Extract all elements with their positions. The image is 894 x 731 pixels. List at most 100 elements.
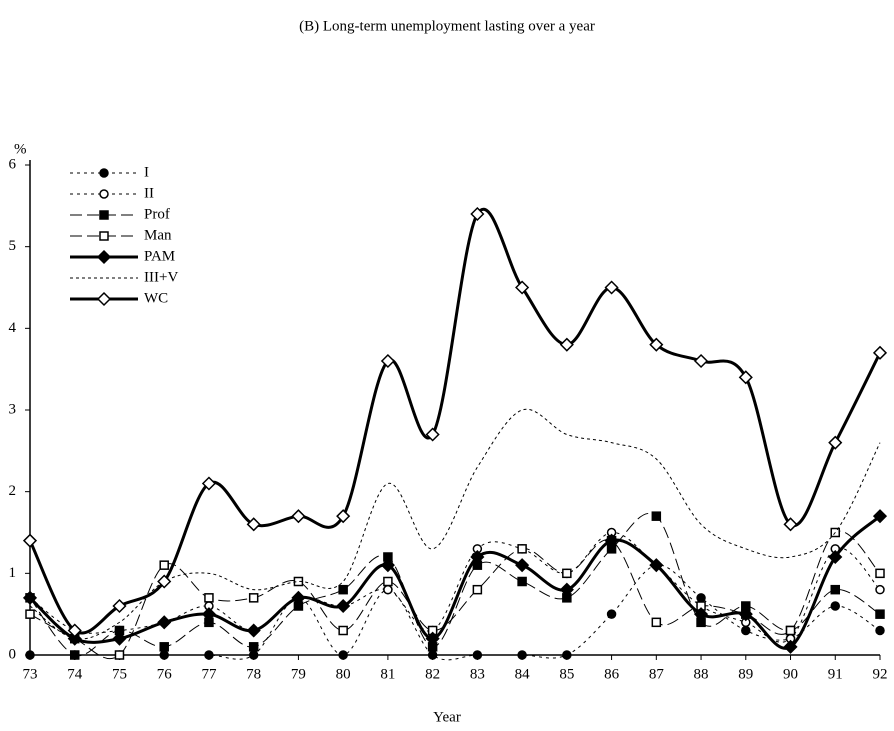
marker bbox=[783, 639, 798, 654]
marker bbox=[114, 650, 125, 660]
marker bbox=[696, 593, 706, 603]
marker bbox=[22, 590, 38, 605]
marker bbox=[517, 650, 527, 660]
x-tick-label: 86 bbox=[604, 666, 620, 682]
marker bbox=[22, 533, 38, 548]
marker bbox=[830, 584, 841, 595]
marker bbox=[201, 476, 217, 491]
marker bbox=[559, 582, 574, 597]
series-line bbox=[29, 513, 881, 657]
marker bbox=[99, 231, 109, 241]
marker bbox=[99, 189, 109, 199]
marker bbox=[828, 435, 843, 450]
marker bbox=[204, 593, 214, 603]
marker bbox=[201, 607, 217, 622]
x-tick-label: 91 bbox=[828, 666, 843, 682]
marker bbox=[246, 517, 261, 532]
marker bbox=[649, 558, 664, 573]
legend-label: I bbox=[144, 164, 149, 180]
x-axis-label: Year bbox=[433, 709, 461, 725]
marker bbox=[248, 650, 259, 660]
x-tick-label: 76 bbox=[157, 666, 173, 682]
marker bbox=[159, 642, 169, 652]
x-tick-label: 80 bbox=[336, 666, 351, 682]
marker bbox=[606, 609, 617, 619]
marker bbox=[875, 609, 885, 619]
series-line bbox=[29, 530, 881, 660]
marker bbox=[517, 576, 527, 587]
marker bbox=[470, 206, 485, 222]
marker bbox=[157, 615, 172, 630]
x-tick-label: 89 bbox=[738, 666, 753, 682]
marker bbox=[651, 617, 662, 628]
marker bbox=[738, 607, 753, 622]
marker bbox=[383, 584, 393, 595]
x-tick-label: 85 bbox=[559, 666, 574, 682]
marker bbox=[336, 509, 351, 524]
marker bbox=[96, 291, 112, 307]
marker bbox=[470, 549, 485, 565]
x-tick-label: 73 bbox=[23, 666, 38, 682]
marker bbox=[157, 574, 172, 589]
x-tick-label: 78 bbox=[246, 666, 261, 682]
series-line bbox=[30, 564, 881, 661]
x-tick-label: 82 bbox=[425, 666, 440, 682]
marker bbox=[472, 650, 483, 660]
marker bbox=[830, 601, 841, 611]
marker bbox=[828, 549, 843, 565]
marker bbox=[112, 631, 127, 646]
x-tick-label: 92 bbox=[873, 666, 888, 682]
chart-title: (B) Long-term unemployment lasting over … bbox=[299, 18, 595, 34]
marker bbox=[872, 509, 888, 524]
marker bbox=[425, 427, 440, 442]
marker bbox=[562, 568, 572, 579]
marker bbox=[515, 280, 530, 295]
marker bbox=[25, 609, 35, 619]
marker bbox=[99, 210, 109, 220]
x-tick-label: 87 bbox=[649, 666, 665, 682]
marker bbox=[651, 511, 662, 521]
marker bbox=[741, 625, 751, 636]
x-tick-label: 74 bbox=[67, 666, 83, 682]
marker bbox=[875, 584, 885, 595]
marker bbox=[738, 370, 753, 385]
marker bbox=[248, 593, 259, 603]
x-tick-label: 90 bbox=[783, 666, 798, 682]
marker bbox=[159, 650, 169, 660]
marker bbox=[783, 517, 798, 532]
marker bbox=[67, 623, 82, 638]
x-tick-label: 79 bbox=[291, 666, 306, 682]
y-tick-label: 4 bbox=[9, 320, 17, 336]
marker bbox=[785, 625, 796, 636]
marker bbox=[248, 642, 259, 652]
marker bbox=[562, 650, 572, 660]
marker bbox=[246, 623, 261, 638]
x-tick-label: 77 bbox=[201, 666, 217, 682]
x-tick-label: 83 bbox=[470, 666, 485, 682]
marker bbox=[99, 168, 109, 178]
marker bbox=[293, 576, 304, 587]
series-line bbox=[28, 515, 882, 650]
marker bbox=[96, 249, 112, 265]
y-axis-label: % bbox=[14, 141, 27, 157]
marker bbox=[25, 650, 35, 660]
marker bbox=[383, 576, 393, 587]
marker bbox=[336, 598, 351, 614]
y-tick-label: 6 bbox=[9, 156, 17, 172]
marker bbox=[427, 650, 438, 660]
marker bbox=[204, 650, 214, 660]
marker bbox=[338, 584, 348, 595]
marker bbox=[472, 584, 483, 595]
marker bbox=[425, 631, 440, 646]
marker bbox=[693, 607, 709, 622]
marker bbox=[159, 560, 169, 570]
legend-label: II bbox=[144, 185, 154, 201]
marker bbox=[604, 280, 619, 295]
legend-label: Man bbox=[144, 227, 172, 243]
y-tick-label: 3 bbox=[9, 401, 17, 417]
x-tick-label: 84 bbox=[515, 666, 531, 682]
marker bbox=[291, 590, 306, 605]
marker bbox=[693, 353, 709, 369]
legend-label: WC bbox=[144, 290, 168, 306]
